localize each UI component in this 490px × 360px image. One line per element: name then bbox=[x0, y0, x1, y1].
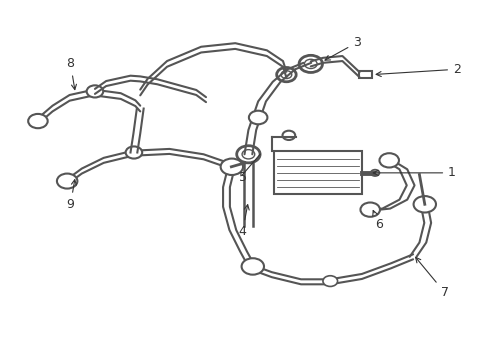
Text: 8: 8 bbox=[67, 57, 76, 90]
Circle shape bbox=[323, 276, 338, 287]
Circle shape bbox=[304, 59, 317, 68]
Circle shape bbox=[414, 196, 436, 212]
Circle shape bbox=[361, 203, 380, 217]
Text: 7: 7 bbox=[416, 257, 449, 299]
Circle shape bbox=[237, 146, 260, 163]
Text: 9: 9 bbox=[67, 180, 76, 211]
Text: 2: 2 bbox=[376, 63, 461, 77]
Circle shape bbox=[299, 55, 322, 72]
Bar bbox=[274, 152, 362, 194]
Circle shape bbox=[277, 67, 296, 82]
Circle shape bbox=[379, 153, 399, 167]
Circle shape bbox=[371, 170, 379, 176]
Circle shape bbox=[283, 131, 295, 140]
Text: 5: 5 bbox=[239, 171, 246, 184]
Circle shape bbox=[242, 150, 255, 159]
Text: 6: 6 bbox=[373, 211, 383, 231]
Circle shape bbox=[281, 71, 292, 78]
Text: 3: 3 bbox=[325, 36, 361, 60]
Bar bbox=[360, 71, 372, 78]
Circle shape bbox=[28, 114, 48, 128]
Text: 1: 1 bbox=[373, 166, 456, 179]
Circle shape bbox=[249, 111, 268, 124]
Circle shape bbox=[242, 258, 264, 275]
Circle shape bbox=[220, 158, 243, 175]
Circle shape bbox=[87, 85, 103, 98]
Circle shape bbox=[125, 147, 142, 158]
Circle shape bbox=[57, 174, 77, 189]
Text: 4: 4 bbox=[239, 205, 249, 238]
